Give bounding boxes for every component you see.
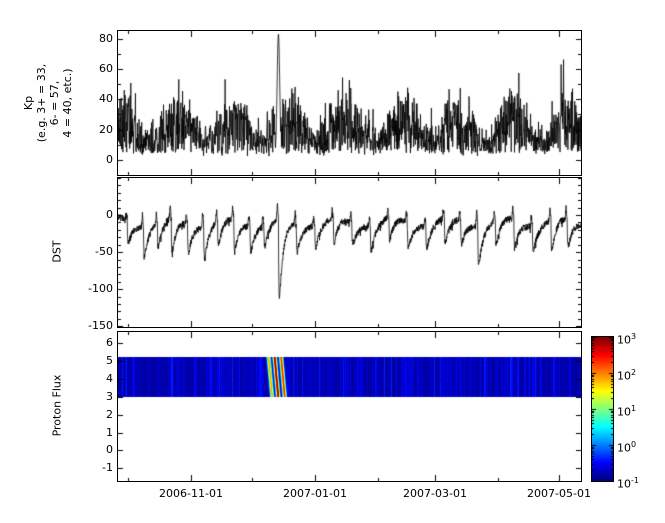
- xtick-label-2007-01-01: 2007-01-01: [283, 487, 347, 500]
- colorbar-tick-label: 103: [617, 332, 637, 347]
- dst-ytick-label: -100: [88, 282, 113, 295]
- dst-ytick-label: 0: [106, 208, 113, 221]
- kp-axis-label-line: Kp: [22, 95, 35, 111]
- dst-plot-canvas: [117, 177, 582, 328]
- kp-axis-label-line: (e.g. 3+ = 33,: [35, 63, 48, 143]
- proton-ytick-label: 0: [106, 443, 113, 456]
- kp-ytick-label: 0: [106, 153, 113, 166]
- proton-ytick-label: 5: [106, 354, 113, 367]
- kp-ytick-label: 40: [99, 92, 113, 105]
- xtick-label-2006-11-01: 2006-11-01: [159, 487, 223, 500]
- proton-ytick-label: -1: [102, 461, 113, 474]
- colorbar-tick-label: 102: [617, 368, 637, 383]
- colorbar-tick-label: 10-1: [617, 476, 639, 491]
- xtick-label-2007-05-01: 2007-05-01: [527, 487, 591, 500]
- colorbar-canvas: [591, 336, 614, 482]
- proton-ytick-label: 6: [106, 336, 113, 349]
- colorbar-tick-label: 100: [617, 440, 637, 455]
- colorbar-tick-label: 101: [617, 404, 637, 419]
- proton-ytick-label: 2: [106, 408, 113, 421]
- kp-plot-canvas: [117, 30, 582, 176]
- dst-ytick-label: -150: [88, 319, 113, 332]
- kp-ytick-label: 20: [99, 123, 113, 136]
- proton-ytick-label: 1: [106, 426, 113, 439]
- proton-ytick-label: 3: [106, 390, 113, 403]
- proton-flux-spectrogram-canvas: [117, 331, 582, 482]
- kp-ytick-label: 80: [99, 32, 113, 45]
- dst-ytick-label: -50: [95, 245, 113, 258]
- xtick-label-2007-03-01: 2007-03-01: [403, 487, 467, 500]
- kp-ytick-label: 60: [99, 62, 113, 75]
- proton-ytick-label: 4: [106, 372, 113, 385]
